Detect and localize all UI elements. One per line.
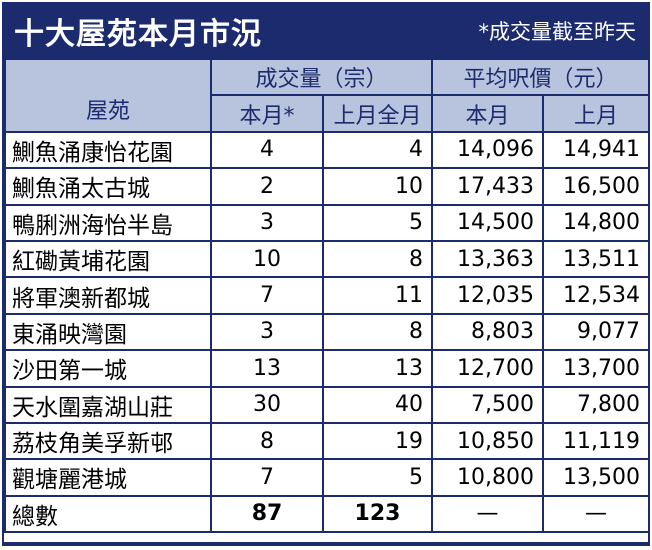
volume-this-month-cell: 3 bbox=[210, 203, 324, 242]
estate-name-cell: 鰂魚涌太古城 bbox=[4, 167, 212, 206]
volume-this-month-cell: 10 bbox=[210, 239, 324, 279]
column-header-price-last: 上月 bbox=[542, 94, 651, 133]
price-last-month-cell: 7,800 bbox=[542, 385, 651, 424]
column-group-price: 平均呎價（元） bbox=[431, 57, 651, 97]
total-price-this-cell: — bbox=[431, 494, 545, 534]
volume-this-month-cell: 7 bbox=[210, 458, 324, 497]
table-row: 荔枝角美孚新邨 8 19 10,850 11,119 bbox=[4, 421, 651, 461]
total-row: 總數 87 123— — bbox=[4, 494, 651, 534]
estate-name-cell: 天水圍嘉湖山莊 bbox=[4, 385, 212, 424]
header-row-sub: 本月* 上月全月 本月 上月 bbox=[5, 94, 651, 133]
price-this-month-cell: 8,803 bbox=[431, 312, 545, 352]
total-price-last-cell: — bbox=[542, 494, 651, 534]
price-last-month-cell: 11,119 bbox=[542, 421, 651, 461]
volume-last-month-cell: 5 bbox=[321, 458, 434, 497]
title-bar: 十大屋苑本月市況 *成交量截至昨天 bbox=[4, 4, 648, 58]
estate-name-cell: 荔枝角美孚新邨 bbox=[4, 421, 212, 461]
table-row: 鰂魚涌康怡花園 4 4 14,096 14,941 bbox=[4, 130, 651, 170]
price-this-month-cell: 14,500 bbox=[431, 203, 545, 242]
price-this-month-cell: 12,035 bbox=[431, 276, 545, 315]
column-header-price-this: 本月 bbox=[431, 94, 545, 133]
table-row: 紅磡黃埔花園 10 8 13,363 13,511 bbox=[4, 239, 651, 279]
volume-this-month-cell: 2 bbox=[210, 167, 324, 206]
column-group-volume: 成交量（宗） bbox=[209, 57, 434, 97]
price-last-month-cell: 14,800 bbox=[542, 203, 651, 242]
volume-this-month-cell: 4 bbox=[210, 130, 324, 170]
table-row: 將軍澳新都城 7 11 12,035 12,534 bbox=[4, 276, 651, 315]
volume-last-month-cell: 8 bbox=[321, 239, 434, 279]
table-row: 觀塘麗港城 7 5 10,800 13,500 bbox=[4, 458, 651, 497]
volume-this-month-cell: 8 bbox=[210, 421, 324, 461]
volume-this-month-cell: 7 bbox=[210, 276, 324, 315]
footnote-note: *成交量截至昨天 bbox=[478, 20, 637, 44]
table-row: 天水圍嘉湖山莊 30 40 7,500 7,800 bbox=[4, 385, 651, 424]
table-row: 鰂魚涌太古城 2 10 17,433 16,500 bbox=[4, 167, 651, 206]
price-last-month-cell: 12,534 bbox=[542, 276, 651, 315]
price-this-month-cell: 10,850 bbox=[431, 421, 545, 461]
volume-last-month-cell: 5 bbox=[321, 203, 434, 242]
table-row: 沙田第一城 13 13 12,700 13,700 bbox=[4, 349, 651, 388]
column-header-volume-last: 上月全月 bbox=[321, 94, 434, 133]
price-last-month-cell: 13,511 bbox=[542, 239, 651, 279]
volume-last-month-cell: 8 bbox=[321, 312, 434, 352]
price-this-month-cell: 12,700 bbox=[431, 349, 545, 388]
volume-this-month-cell: 30 bbox=[210, 385, 324, 424]
estate-name-cell: 東涌映灣園 bbox=[4, 312, 212, 352]
volume-this-month-cell: 13 bbox=[210, 349, 324, 388]
volume-this-month-cell: 3 bbox=[210, 312, 324, 352]
estate-name-cell: 沙田第一城 bbox=[4, 349, 212, 388]
estate-name-cell: 鴨脷洲海怡半島 bbox=[4, 203, 212, 242]
estate-name-cell: 將軍澳新都城 bbox=[4, 276, 212, 315]
price-this-month-cell: 7,500 bbox=[431, 385, 545, 424]
price-last-month-cell: 16,500 bbox=[542, 167, 651, 206]
column-header-volume-this: 本月* bbox=[210, 94, 324, 133]
table-row: 鴨脷洲海怡半島 3 5 14,500 14,800 bbox=[4, 203, 651, 242]
total-label-cell: 總數 bbox=[4, 494, 212, 534]
column-header-estate: 屋苑 bbox=[4, 58, 212, 133]
bottom-rule bbox=[4, 542, 648, 544]
volume-last-month-cell: 4 bbox=[321, 130, 434, 170]
table-body: 鰂魚涌康怡花園 4 4 14,096 14,941 鰂魚涌太古城 2 10 17,433 16,5… bbox=[4, 130, 651, 534]
volume-last-month-cell: 19 bbox=[321, 421, 434, 461]
estate-name-cell: 鰂魚涌康怡花園 bbox=[4, 130, 212, 170]
header-row-groups: 屋苑 成交量（宗） 平均呎價（元） bbox=[4, 57, 651, 133]
table-row: 東涌映灣園 3 8 8,803 9,077 bbox=[4, 312, 651, 352]
price-last-month-cell: 9,077 bbox=[542, 312, 651, 352]
price-this-month-cell: 17,433 bbox=[431, 167, 545, 206]
volume-last-month-cell: 13 bbox=[321, 349, 434, 388]
estate-name-cell: 觀塘麗港城 bbox=[4, 458, 212, 497]
price-this-month-cell: 10,800 bbox=[431, 458, 545, 497]
page-title: 十大屋苑本月市況 bbox=[14, 17, 262, 52]
price-last-month-cell: 13,700 bbox=[542, 349, 651, 388]
estate-market-table: 屋苑 成交量（宗） 平均呎價（元） 本月* 上月全月 本月 上月 鰂魚涌康怡花園… bbox=[4, 57, 651, 534]
volume-last-month-cell: 10 bbox=[321, 167, 434, 206]
price-last-month-cell: 13,500 bbox=[542, 458, 651, 497]
total-volume-this-cell: 87 bbox=[210, 494, 324, 534]
volume-last-month-cell: 40 bbox=[321, 385, 434, 424]
price-last-month-cell: 14,941 bbox=[542, 130, 651, 170]
price-this-month-cell: 14,096 bbox=[431, 130, 545, 170]
price-this-month-cell: 13,363 bbox=[431, 239, 545, 279]
total-volume-last-cell: 123 bbox=[321, 494, 434, 534]
estate-name-cell: 紅磡黃埔花園 bbox=[4, 239, 212, 279]
volume-last-month-cell: 11 bbox=[321, 276, 434, 315]
